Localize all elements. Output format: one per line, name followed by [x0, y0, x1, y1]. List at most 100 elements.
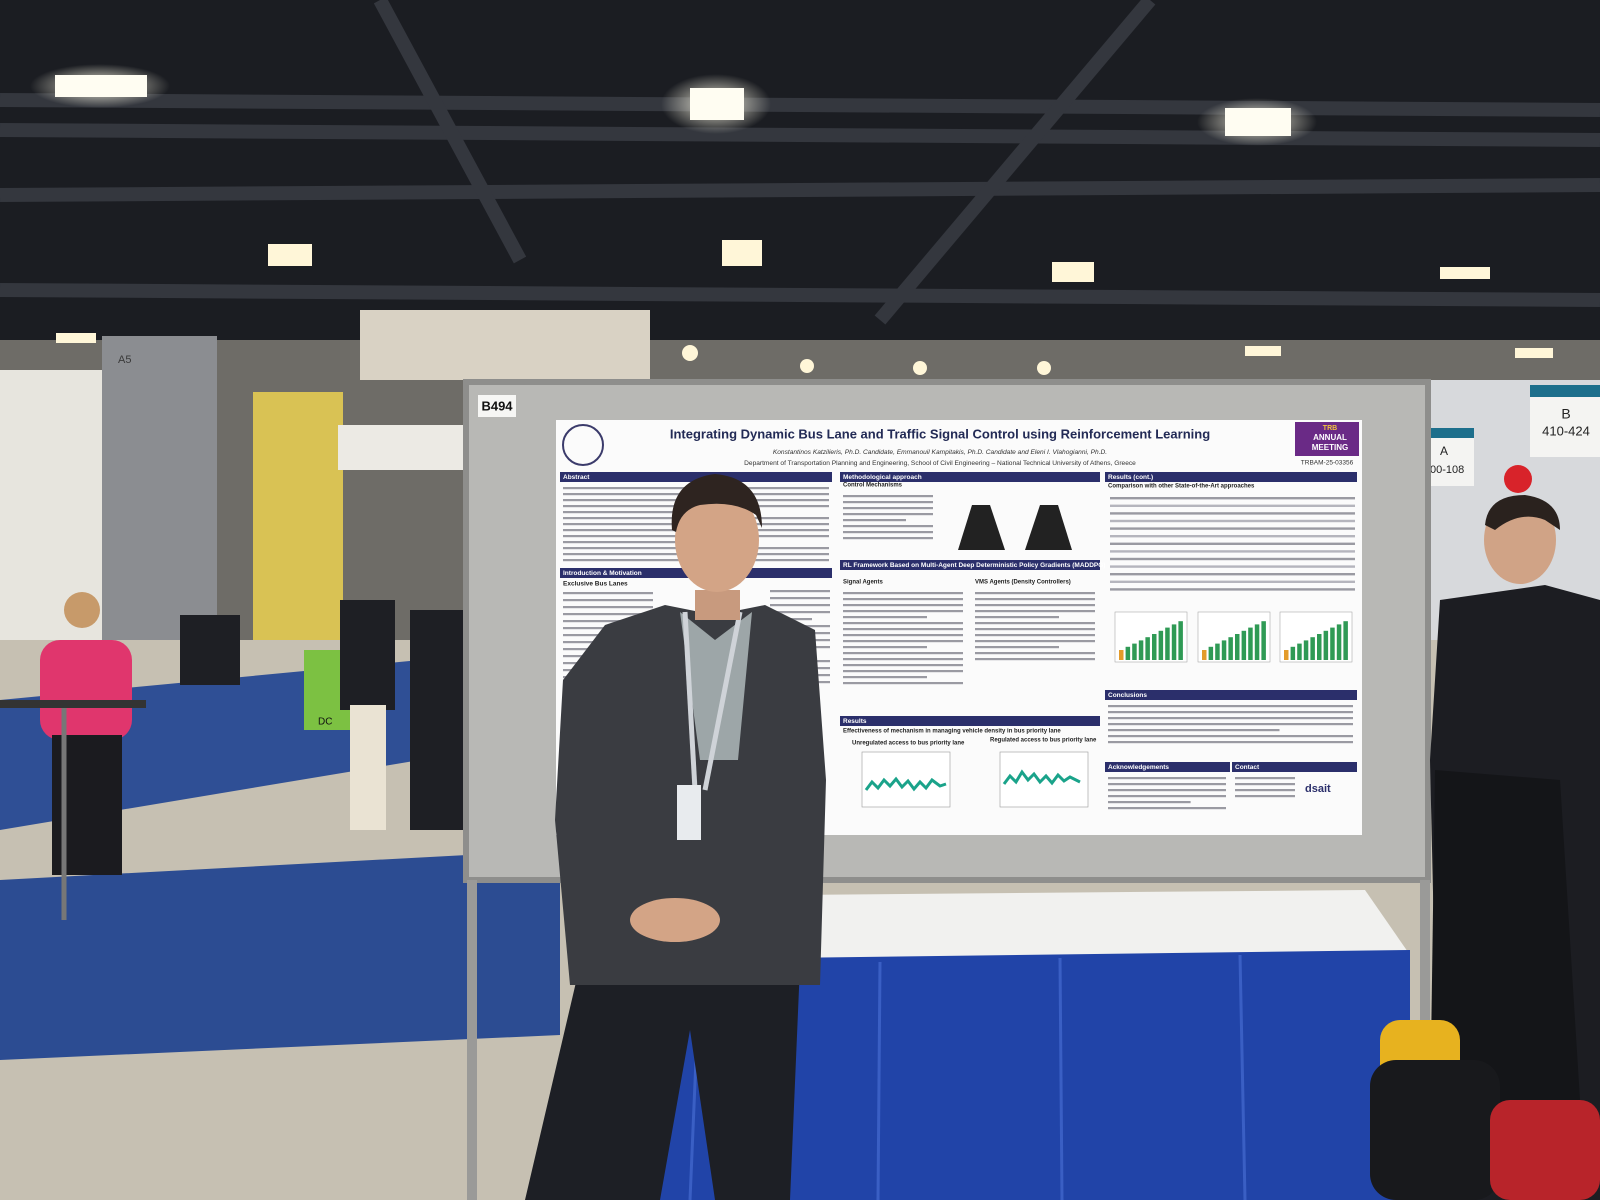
mini-bar [1119, 650, 1124, 660]
text-line [843, 676, 927, 679]
text-line [843, 634, 963, 637]
table-row [1110, 565, 1355, 568]
text-line [975, 616, 1059, 619]
text-line [975, 628, 1095, 631]
section-header [1105, 690, 1357, 700]
section-title: Results [843, 718, 867, 725]
pleat [1058, 957, 1064, 1200]
paper-id: TRBAM-25-03356 [1301, 460, 1354, 467]
text-line [1108, 711, 1353, 714]
mini-bar [1303, 640, 1309, 660]
text-line [843, 604, 963, 607]
first-aid-sign [1504, 465, 1532, 493]
duct [0, 178, 1600, 202]
section-header [1232, 762, 1357, 772]
text-line [843, 501, 933, 504]
text-line [975, 658, 1095, 661]
text-line [975, 604, 1095, 607]
text-line [843, 664, 963, 667]
mini-bar [1323, 630, 1329, 660]
text-line [770, 597, 830, 600]
mini-bar [1254, 624, 1260, 660]
person [40, 640, 132, 740]
duct [0, 283, 1600, 307]
pleat [1238, 954, 1247, 1200]
section-header [840, 560, 1100, 570]
text-line [843, 531, 933, 534]
poster-title: Integrating Dynamic Bus Lane and Traffic… [670, 426, 1210, 441]
badge-line: TRB [1323, 425, 1337, 432]
text-line [975, 592, 1095, 595]
text-line [770, 604, 830, 607]
hall-sign-band [1530, 385, 1600, 397]
road-diagram [1025, 505, 1072, 550]
text-line [975, 598, 1095, 601]
text-line [975, 640, 1095, 643]
section-title: Abstract [563, 474, 590, 481]
coat [1430, 770, 1580, 1120]
bag [1490, 1100, 1600, 1200]
text-line [563, 511, 750, 514]
text-line [843, 513, 933, 516]
text-line [563, 599, 653, 602]
poster-affiliation: Department of Transportation Planning an… [744, 460, 1136, 467]
mini-bar [1248, 627, 1253, 660]
person-head [64, 592, 100, 628]
table-row [1110, 557, 1355, 561]
text-line [1235, 783, 1295, 786]
mini-bar [1228, 637, 1233, 660]
text-line [975, 646, 1059, 649]
light [722, 240, 762, 266]
light [1037, 361, 1051, 375]
hall-sign-range: 410-424 [1542, 423, 1590, 438]
mini-bar [1317, 634, 1322, 660]
presenter [525, 474, 826, 1200]
text-line [1108, 741, 1353, 744]
mini-bar [1261, 621, 1266, 660]
table-row [1110, 580, 1355, 583]
booth-tag [478, 395, 516, 417]
beam [874, 0, 1156, 325]
section-header [1105, 762, 1230, 772]
mini-bar [1138, 640, 1144, 660]
section-header [840, 716, 1100, 726]
pleat [876, 961, 882, 1200]
plot-title: Regulated access to bus priority lane [990, 738, 1097, 744]
text-line [843, 646, 927, 649]
light [1245, 346, 1281, 356]
hall-sign-letter: A [1440, 444, 1448, 458]
light [1225, 108, 1291, 136]
table-row [1110, 519, 1355, 523]
text-line [563, 620, 626, 623]
column-label: A5 [118, 354, 131, 366]
mini-bar [1221, 640, 1227, 660]
text-line [1108, 783, 1226, 786]
section-title: RL Framework Based on Multi-Agent Deep D… [843, 562, 1105, 569]
mini-bar [1125, 646, 1131, 660]
text-line [770, 590, 830, 593]
text-line [1108, 717, 1353, 720]
section-header [1105, 472, 1357, 482]
neck [695, 590, 740, 620]
section-header [560, 472, 832, 482]
text-line [563, 592, 653, 595]
lanyard [682, 611, 698, 791]
mini-bar [1235, 634, 1240, 660]
duct [0, 93, 1600, 117]
table-row [1110, 504, 1355, 507]
beam [373, 0, 527, 264]
badge-line: MEETING [1312, 443, 1348, 452]
text-line [843, 610, 963, 613]
light [268, 244, 312, 266]
text-line [1235, 795, 1295, 798]
text-line [1235, 777, 1295, 780]
text-line [843, 640, 963, 643]
text-line [843, 537, 933, 540]
plot-area [861, 751, 951, 808]
mini-bar [1310, 637, 1315, 660]
ceiling-lights [30, 64, 1553, 375]
person [180, 615, 240, 685]
person [410, 610, 465, 830]
